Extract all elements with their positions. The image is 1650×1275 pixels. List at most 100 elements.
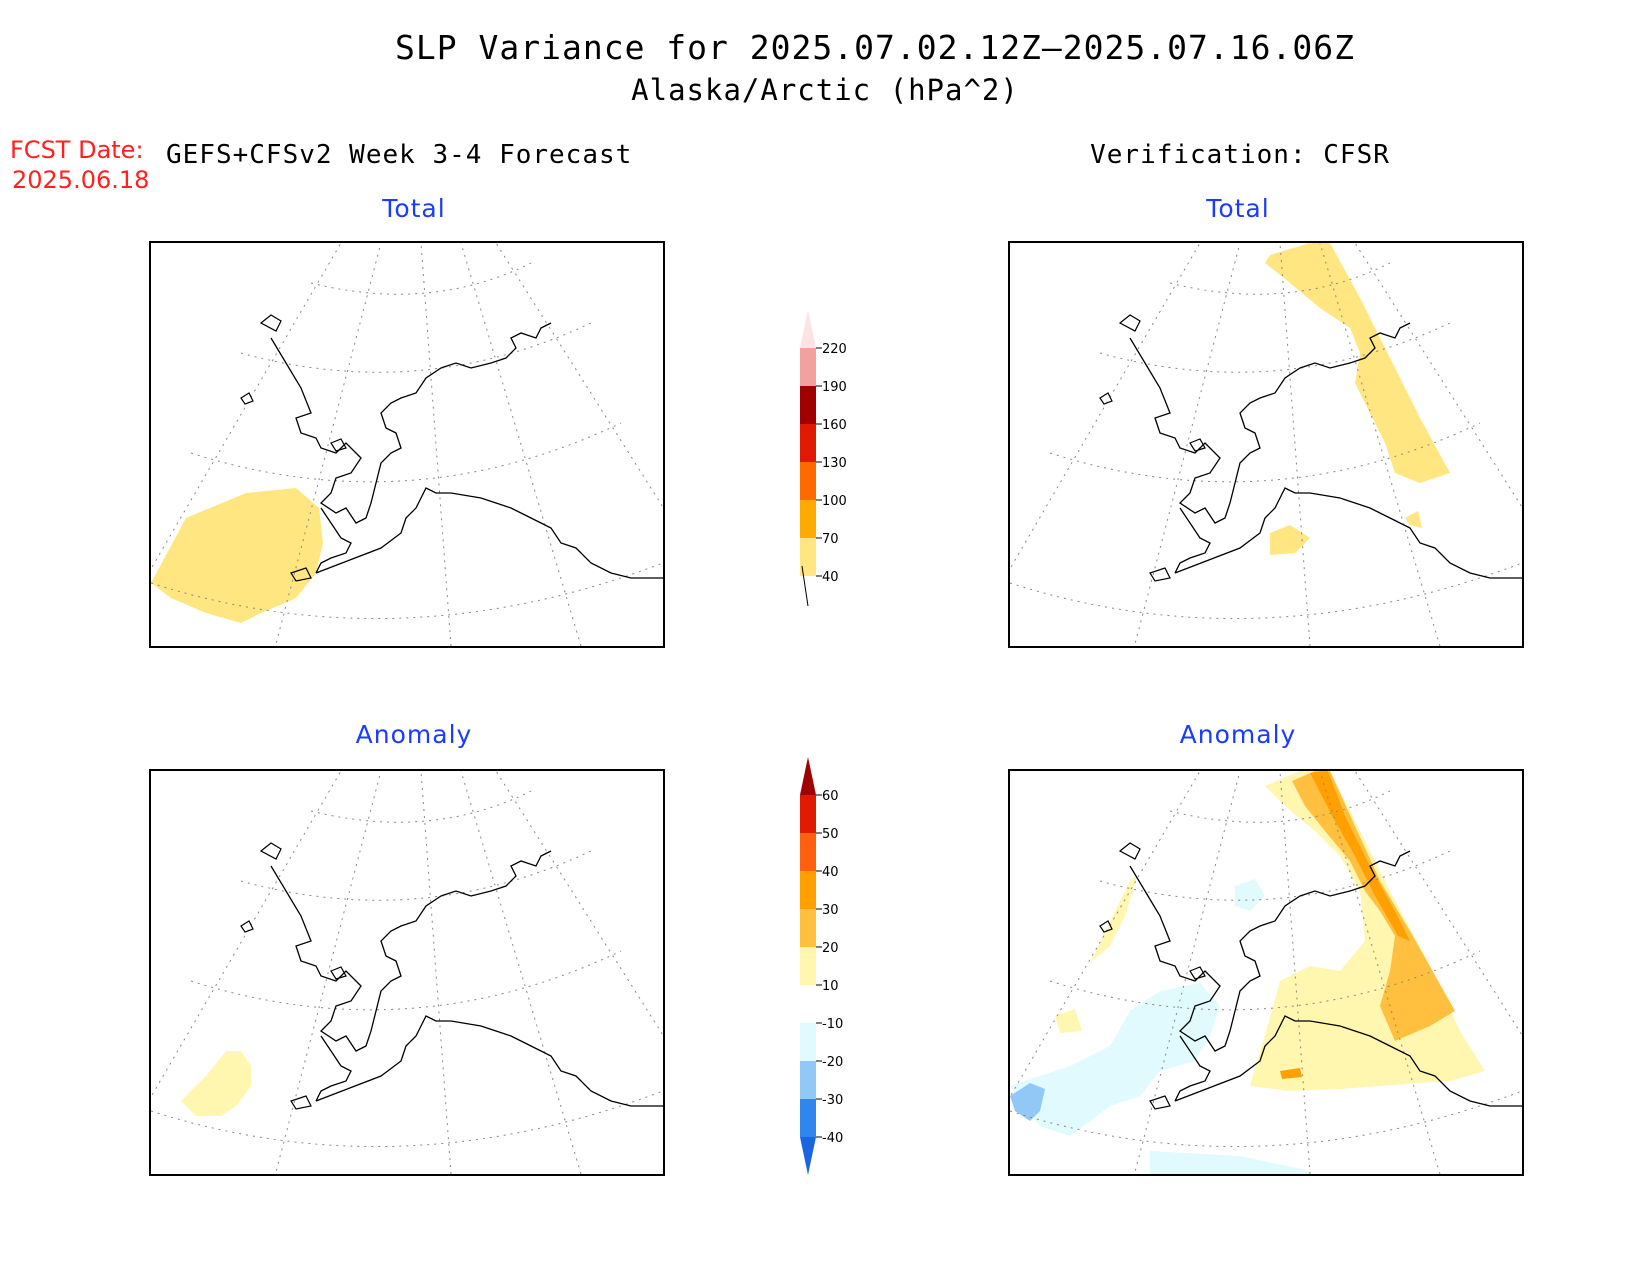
colorbar-anomaly-label: -30 <box>822 1093 843 1108</box>
colorbar-anomaly-label: 30 <box>822 903 839 918</box>
island-outline <box>1149 1095 1171 1110</box>
graticule-line <box>460 771 582 1174</box>
colorbar-total-label: 220 <box>822 342 847 357</box>
map-graticule <box>1010 243 1522 646</box>
graticule-line <box>240 322 592 373</box>
shading-layer <box>1010 771 1485 1174</box>
anomaly-negative-south <box>1150 1151 1310 1174</box>
anomaly-positive-high <box>1310 771 1410 941</box>
colorbar-anomaly-arrow-high <box>800 757 816 795</box>
map-graticule <box>151 771 663 1174</box>
colorbar-anomaly-label: -10 <box>822 1017 843 1032</box>
colorbar-anomaly-box <box>800 795 816 833</box>
panel-label-total-forecast: Total <box>382 194 446 223</box>
graticule-line <box>310 262 532 295</box>
graticule-line <box>274 771 382 1174</box>
island-outline <box>1118 842 1141 860</box>
island-outline <box>1189 966 1206 980</box>
island-outline <box>240 392 254 405</box>
map-panel-verification-total <box>1008 241 1524 648</box>
coastline <box>240 842 663 1110</box>
graticule-line <box>1279 771 1311 1174</box>
variance-region-cook <box>1270 525 1310 555</box>
graticule-line <box>495 771 663 1037</box>
anomaly-negative-large <box>1010 983 1220 1136</box>
panel-label-anomaly-verification: Anomaly <box>1179 720 1297 749</box>
coastline-path <box>270 850 663 1107</box>
anomaly-positive-mid <box>1292 771 1455 1041</box>
coastline <box>240 314 663 582</box>
island-outline <box>330 438 347 452</box>
graticule-line <box>1099 850 1451 901</box>
graticule-line <box>240 850 592 901</box>
island-outline <box>1149 567 1171 582</box>
colorbar-anomaly-box <box>800 985 816 1023</box>
graticule-line <box>190 422 622 483</box>
colorbar-total-box <box>800 424 816 462</box>
graticule-line <box>420 771 452 1174</box>
colorbar-anomaly-box <box>800 1023 816 1061</box>
graticule-line <box>274 243 382 646</box>
graticule-line <box>460 243 582 646</box>
colorbar-total-label: 100 <box>822 494 847 509</box>
map-panel-verification-anomaly <box>1008 769 1524 1176</box>
island-outline <box>1099 392 1113 405</box>
colorbar-anomaly-box <box>800 909 816 947</box>
island-outline <box>240 920 254 933</box>
colorbar-total-box <box>800 538 816 576</box>
colorbar-anomaly-box <box>800 1061 816 1099</box>
coastline-path <box>1129 322 1522 579</box>
colorbar-anomaly-box <box>800 833 816 871</box>
colorbar-total-box <box>800 386 816 424</box>
shading-layer <box>181 1051 251 1116</box>
colorbar-anomaly-label: 40 <box>822 865 839 880</box>
colorbar-total-box <box>800 348 816 386</box>
shading-layer <box>1265 243 1450 555</box>
fcst-date-label: FCST Date: <box>10 136 144 164</box>
chart-title: SLP Variance for 2025.07.02.12Z—2025.07.… <box>395 28 1355 67</box>
anomaly-region <box>181 1051 251 1116</box>
colorbar-anomaly-arrow-low <box>800 1137 816 1175</box>
variance-region-southeast <box>1405 511 1422 528</box>
colorbar-total-box <box>800 462 816 500</box>
map-panel-forecast-total <box>149 241 665 648</box>
colorbar-anomaly-box <box>800 947 816 985</box>
anomaly-positive-west <box>1090 876 1137 963</box>
graticule-line <box>420 243 452 646</box>
graticule-line <box>190 950 622 1011</box>
variance-region-arctic <box>1265 243 1450 483</box>
anomaly-negative-strong <box>1010 1083 1045 1121</box>
graticule-line <box>1133 771 1241 1174</box>
colorbar-total-box <box>800 500 816 538</box>
island-outline <box>330 966 347 980</box>
colorbar-anomaly-label: 10 <box>822 979 839 994</box>
island-outline <box>259 314 282 332</box>
colorbar-total-label: 130 <box>822 456 847 471</box>
island-outline <box>290 567 312 582</box>
colorbar-anomaly-label: -20 <box>822 1055 843 1070</box>
island-outline <box>1099 920 1113 933</box>
colorbar-total-arrow <box>800 310 816 348</box>
graticule-line <box>1133 243 1241 646</box>
colorbar-total-label: 40 <box>822 570 839 585</box>
graticule-line <box>1010 562 1522 620</box>
coastline <box>1099 314 1522 582</box>
colorbar-total-label: 70 <box>822 532 839 547</box>
forecast-heading: GEFS+CFSv2 Week 3-4 Forecast <box>166 140 633 170</box>
graticule-line <box>495 243 663 509</box>
island-outline <box>1189 438 1206 452</box>
island-outline <box>259 842 282 860</box>
graticule-line <box>1279 243 1311 646</box>
colorbar-total-tail <box>801 565 809 607</box>
anomaly-negative-north <box>1235 879 1265 911</box>
anomaly-positive-west-small <box>1055 1009 1082 1033</box>
map-graticule <box>151 243 663 646</box>
graticule-line <box>1319 243 1441 646</box>
colorbar-total: 40 70 100 130 160 190 220 <box>800 310 847 607</box>
colorbar-total-label: 190 <box>822 380 847 395</box>
colorbar-anomaly-label: 50 <box>822 827 839 842</box>
panel-label-anomaly-forecast: Anomaly <box>355 720 473 749</box>
graticule-line <box>310 790 532 823</box>
chart-subtitle: Alaska/Arctic (hPa^2) <box>631 73 1019 107</box>
fcst-date-value: 2025.06.18 <box>12 166 150 194</box>
